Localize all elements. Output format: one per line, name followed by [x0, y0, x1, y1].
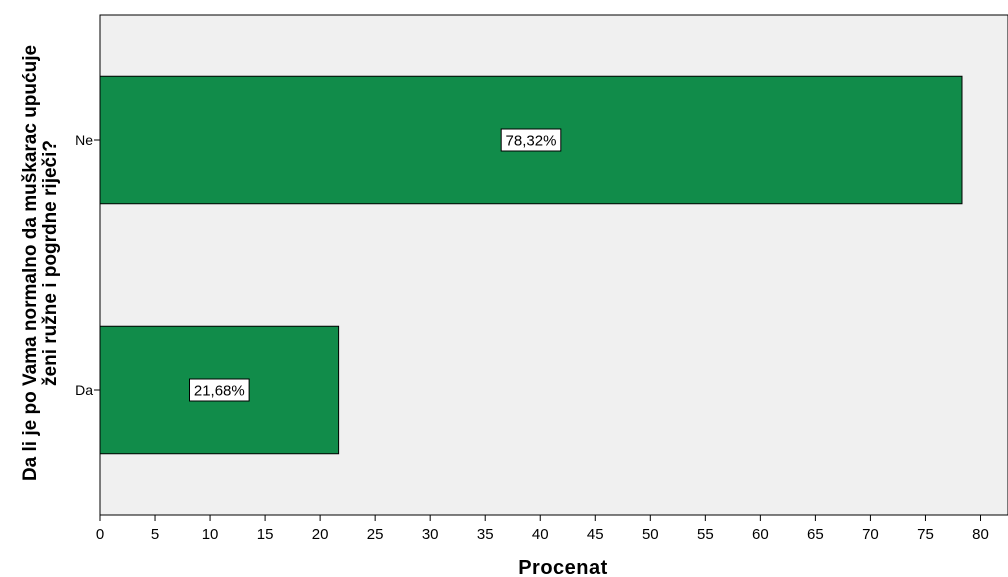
y-axis-title-line-2: ženi ružne i pogrdne riječi?: [40, 140, 61, 386]
axes: Ne Da 0 5 10 15 20 25 30 35 40 45 50 55 60 65 70 75 80: [75, 132, 989, 543]
x-tick-label-50: 50: [642, 526, 659, 543]
x-axis-title: Procenat: [518, 557, 608, 577]
data-label-box-da: [189, 378, 250, 402]
x-tick-label-40: 40: [532, 526, 549, 543]
y-tick-label-ne: Ne: [75, 132, 93, 148]
x-tick-label-25: 25: [367, 526, 384, 543]
x-tick-label-70: 70: [862, 526, 879, 543]
x-tick-label-75: 75: [917, 526, 934, 543]
y-axis-title: Da li je po Vama normalno da muškarac up…: [20, 45, 61, 481]
y-axis-title-line-1: Da li je po Vama normalno da muškarac up…: [20, 45, 41, 481]
x-tick-label-30: 30: [422, 526, 439, 543]
data-label-ne: 78,32%: [506, 133, 557, 150]
bars-layer: 78,32% 21,68%: [99, 75, 963, 455]
x-tick-label-45: 45: [587, 526, 604, 543]
y-tick-label-da: Da: [75, 382, 93, 398]
x-tick-label-0: 0: [96, 526, 104, 543]
data-label-box-ne: [500, 128, 562, 152]
x-tick-label-15: 15: [257, 526, 274, 543]
x-tick-label-80: 80: [972, 526, 989, 543]
data-label-da: 21,68%: [194, 383, 245, 400]
x-tick-label-65: 65: [807, 526, 824, 543]
x-tick-label-10: 10: [202, 526, 219, 543]
x-tick-label-55: 55: [697, 526, 714, 543]
x-tick-label-35: 35: [477, 526, 494, 543]
x-tick-label-5: 5: [151, 526, 159, 543]
x-tick-label-60: 60: [752, 526, 769, 543]
x-tick-label-20: 20: [312, 526, 329, 543]
